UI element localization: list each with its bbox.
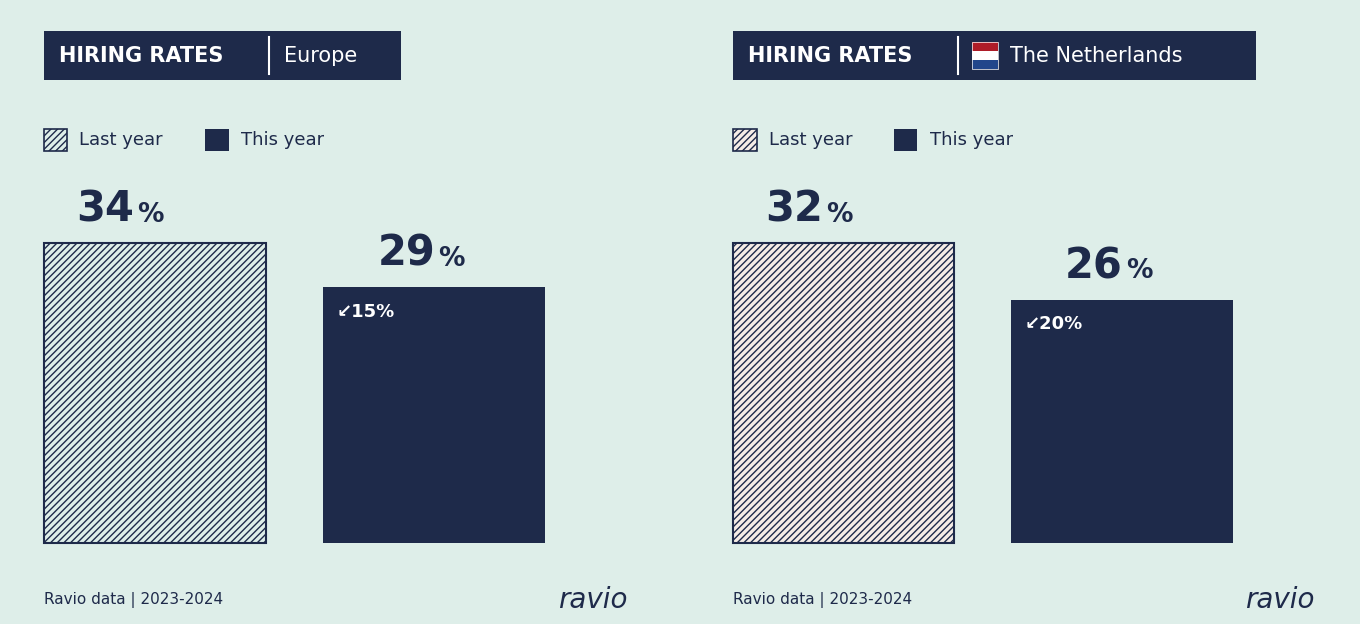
FancyBboxPatch shape: [972, 42, 998, 51]
FancyBboxPatch shape: [733, 243, 955, 543]
Text: Ravio data | 2023-2024: Ravio data | 2023-2024: [733, 592, 913, 608]
FancyBboxPatch shape: [972, 60, 998, 69]
Text: ↙15%: ↙15%: [337, 303, 394, 321]
Text: The Netherlands: The Netherlands: [1010, 46, 1182, 66]
FancyBboxPatch shape: [44, 31, 401, 80]
FancyBboxPatch shape: [44, 130, 68, 151]
Text: 32: 32: [764, 189, 823, 231]
FancyBboxPatch shape: [733, 130, 756, 151]
Text: ↙20%: ↙20%: [1025, 315, 1083, 333]
Text: 29: 29: [378, 233, 435, 275]
FancyBboxPatch shape: [324, 288, 545, 543]
Text: %: %: [438, 246, 465, 272]
Text: This year: This year: [241, 132, 324, 149]
Text: Ravio data | 2023-2024: Ravio data | 2023-2024: [44, 592, 223, 608]
Text: Last year: Last year: [79, 132, 163, 149]
Text: HIRING RATES: HIRING RATES: [58, 46, 223, 66]
FancyBboxPatch shape: [894, 130, 918, 151]
FancyBboxPatch shape: [733, 31, 1257, 80]
Text: %: %: [826, 202, 853, 228]
Text: ravio: ravio: [1244, 587, 1314, 614]
Text: %: %: [1126, 258, 1153, 284]
Text: Europe: Europe: [284, 46, 358, 66]
Text: This year: This year: [929, 132, 1013, 149]
Text: 26: 26: [1065, 245, 1123, 287]
FancyBboxPatch shape: [972, 51, 998, 60]
Text: Last year: Last year: [768, 132, 853, 149]
Text: HIRING RATES: HIRING RATES: [748, 46, 913, 66]
FancyBboxPatch shape: [44, 243, 267, 543]
Text: ravio: ravio: [558, 587, 627, 614]
FancyBboxPatch shape: [205, 130, 228, 151]
Text: %: %: [137, 202, 163, 228]
FancyBboxPatch shape: [1012, 300, 1232, 543]
Text: 34: 34: [76, 189, 133, 231]
